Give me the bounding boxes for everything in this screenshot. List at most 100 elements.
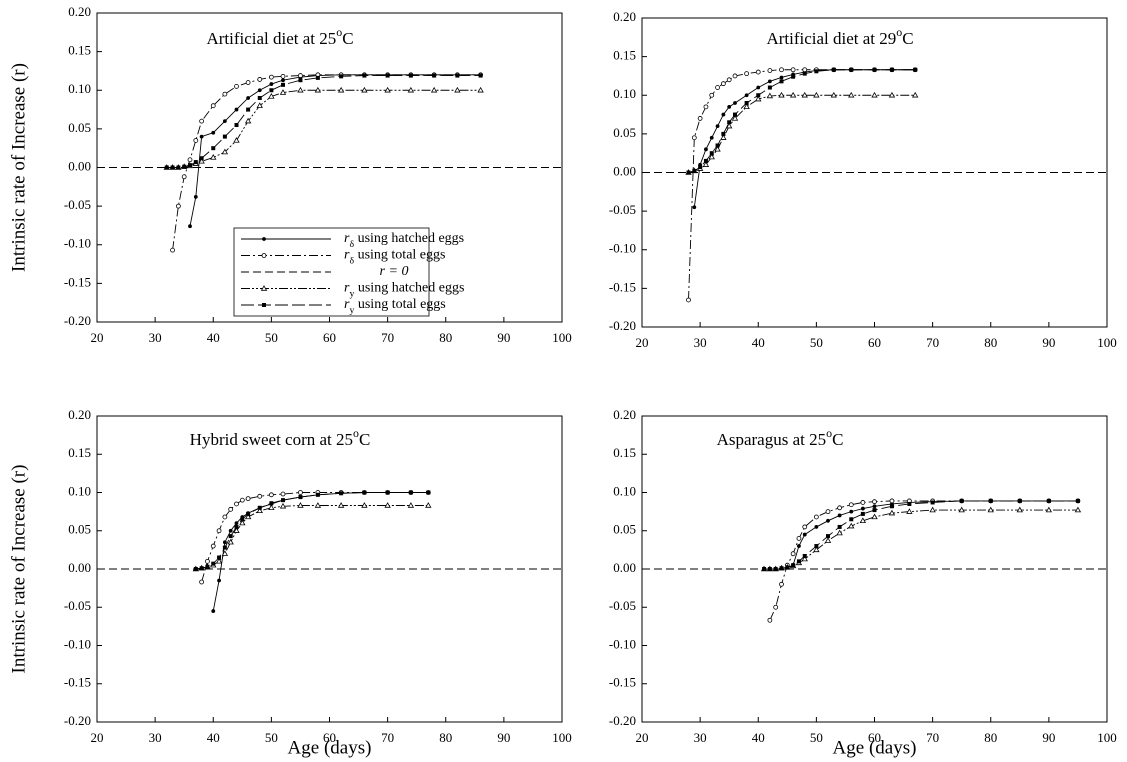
point	[269, 82, 274, 86]
point	[703, 158, 708, 163]
point	[733, 112, 737, 117]
point	[281, 78, 285, 83]
panel: -0.20 -0.15 -0.10 -0.05 0.00 0.05 0.10 0.15 0.20…	[609, 9, 1117, 350]
point	[257, 505, 262, 510]
chart-title: Artificial diet at 25oC	[206, 25, 353, 48]
chart-title: Hybrid sweet corn at 25oC	[190, 426, 371, 449]
point	[802, 71, 807, 76]
y-tick-label: 0.10	[613, 483, 636, 498]
panel: -0.20 -0.15 -0.10 -0.05 0.00 0.05 0.10 0.15 0.20…	[8, 4, 571, 345]
point	[871, 513, 878, 520]
series-line	[792, 500, 1078, 566]
point	[988, 498, 993, 503]
point	[698, 165, 703, 170]
point	[744, 71, 750, 77]
point	[849, 517, 854, 522]
x-tick-label: 30	[694, 335, 707, 350]
point	[262, 303, 266, 307]
point	[732, 73, 738, 79]
point	[704, 147, 708, 152]
panel: -0.20 -0.15 -0.10 -0.05 0.00 0.05 0.10 0.15 0.20…	[8, 407, 571, 758]
y-tick-label: 0.05	[613, 125, 636, 140]
y-tick-label: 0.20	[613, 407, 636, 422]
point	[721, 131, 726, 136]
x-tick-label: 100	[1097, 730, 1117, 745]
point	[814, 69, 819, 74]
legend-label: ry using hatched eggs	[344, 281, 464, 300]
point	[228, 528, 233, 533]
point	[779, 67, 784, 73]
point	[959, 498, 964, 503]
point	[234, 123, 239, 128]
legend-label: r = 0	[380, 264, 409, 279]
point	[837, 524, 842, 529]
point	[269, 88, 274, 93]
point	[256, 102, 263, 108]
point	[339, 74, 344, 79]
point	[907, 501, 912, 506]
point	[407, 86, 415, 93]
point	[767, 617, 773, 623]
point	[211, 130, 216, 135]
point	[702, 161, 710, 167]
y-tick-label: -0.10	[64, 236, 91, 251]
x-tick-label: 30	[149, 730, 162, 745]
point	[216, 528, 222, 534]
point	[720, 81, 726, 87]
point	[222, 514, 228, 520]
point	[298, 78, 303, 83]
point	[813, 514, 819, 520]
x-tick-label: 40	[207, 330, 220, 345]
point	[797, 544, 801, 548]
point	[210, 103, 216, 109]
point	[801, 555, 808, 562]
point	[211, 561, 216, 566]
point	[362, 73, 367, 78]
point	[872, 508, 877, 513]
point	[767, 79, 772, 84]
point	[791, 563, 796, 568]
point	[182, 164, 187, 169]
point	[246, 107, 251, 112]
point	[826, 534, 830, 539]
x-tick-label: 80	[439, 730, 452, 745]
point	[205, 558, 210, 564]
point	[1074, 506, 1082, 513]
point	[779, 581, 784, 587]
point	[686, 297, 691, 303]
point	[384, 86, 391, 93]
x-tick-label: 80	[984, 730, 997, 745]
x-tick-label: 50	[810, 335, 823, 350]
series-line	[189, 74, 481, 227]
point	[714, 145, 721, 152]
text-part: o	[826, 426, 832, 440]
x-tick-label: 20	[91, 730, 104, 745]
point	[837, 513, 842, 518]
point	[709, 151, 714, 156]
point	[222, 134, 227, 139]
point	[244, 513, 252, 520]
point	[715, 124, 720, 129]
point	[796, 559, 801, 564]
point	[280, 491, 286, 497]
text-part: using total eggs	[354, 248, 445, 263]
point	[860, 511, 865, 516]
point	[779, 566, 784, 571]
point	[199, 566, 204, 571]
point	[233, 527, 240, 533]
text-part: Artificial diet at 25	[206, 29, 336, 48]
point	[848, 502, 854, 508]
point	[407, 502, 415, 508]
point	[384, 502, 391, 508]
point	[297, 86, 304, 93]
text-part: y	[349, 288, 354, 299]
point	[279, 502, 287, 509]
point	[715, 143, 720, 148]
x-tick-label: 60	[868, 730, 881, 745]
point	[244, 117, 252, 124]
x-tick-label: 80	[439, 330, 452, 345]
point	[217, 555, 222, 560]
point	[455, 73, 460, 78]
point	[755, 95, 762, 102]
